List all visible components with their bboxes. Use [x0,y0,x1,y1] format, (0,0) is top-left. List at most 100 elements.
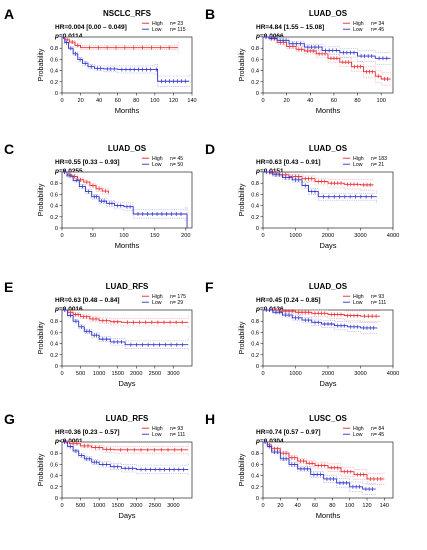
panel-d-ytick-label: 0.2 [251,215,259,221]
panel-e-ytick-label: 0.2 [50,353,58,359]
panel-g-plot-frame [61,441,193,499]
panel-a-ytick-label: 0.2 [50,80,58,86]
panel-f-xtick-label: 0 [261,371,264,377]
panel-c-title: LUAD_OS [108,144,147,153]
panel-d-ytick-label: 0.8 [251,181,259,187]
panel-g-xtick-label: 1000 [93,503,105,509]
panel-e-legend-n-high: n= 175 [170,294,186,300]
panel-h-ytick-label: 0 [256,496,259,502]
panel-c-xtick-label: 150 [150,233,159,239]
panel-c-xtick-label: 0 [60,233,63,239]
panel-h-xaxis-label: Months [316,511,341,520]
panel-f-xtick-label: 4000 [387,371,399,377]
panel-h-xtick-label: 0 [261,503,264,509]
panel-a-letter: A [4,6,14,22]
panel-b-xaxis-label: Months [316,106,341,115]
panel-f-ci-upper-low [263,309,378,323]
panel-b-title: LUAD_OS [309,9,348,18]
panel-d-letter: D [205,141,215,157]
panel-e-ytick-label: 0.8 [50,319,58,325]
panel-b-xtick-label: 20 [284,98,290,104]
panel-f-ytick-label: 0.4 [251,342,259,348]
panel-a-ytick-label: 0.8 [50,46,58,52]
panel-c-legend-n-high: n= 45 [170,156,183,162]
panel-b-ci-upper-high [263,36,391,74]
panel-d-legend-name-low: Low [353,162,363,168]
panel-b-hr-text: HR=4.84 [1.55 – 15.08] [256,24,324,31]
panel-h-hr-text: HR=0.74 [0.57 – 0.97] [256,429,321,436]
panel-h-ytick-label: 0.8 [251,451,259,457]
panel-c-legend-name-high: High [152,156,163,162]
panel-c-ci-lower-low [62,171,188,228]
panel-e-xaxis-label: Days [118,379,135,388]
panel-h-xtick-label: 60 [312,503,318,509]
panel-a-ci-lower-low [62,36,190,88]
panel-b-plot-frame [262,36,394,94]
panel-f-legend-n-low: n= 111 [371,300,386,306]
panel-h-xtick-label: 140 [380,503,389,509]
panel-b-yaxis-label: Probability [239,48,246,81]
panel-b-ytick-label: 0.4 [251,69,259,75]
panel-f-ytick-label: 0 [256,364,259,370]
panel-b-letter: B [205,6,215,22]
panel-c-ytick-label: 0.8 [50,181,58,187]
panel-a-plot-frame [61,36,193,94]
panel-b-xtick-label: 0 [261,98,264,104]
panel-f-p-value: p=0.0136 [255,306,284,313]
panel-h-yaxis-label: Probability [239,453,246,486]
panel-g-xtick-label: 0 [60,503,63,509]
panel-b-legend-name-high: High [353,21,364,27]
panel-a-ytick-label: 0 [55,91,58,97]
panel-b-ytick-label: 0.6 [251,57,259,63]
panel-b-legend-name-low: Low [353,27,363,33]
panel-c-legend-name-low: Low [152,162,162,168]
panel-c-yaxis-label: Probability [38,183,45,216]
panel-g-letter: G [4,411,15,427]
panel-e-xtick-label: 500 [76,371,85,377]
panel-h-xtick-label: 120 [362,503,371,509]
panel-g-xtick-label: 2500 [149,503,161,509]
panel-a-xaxis-label: Months [115,106,140,115]
panel-f-xtick-label: 3000 [354,371,366,377]
panel-e-letter: E [4,279,13,295]
panel-c-plot-frame [61,171,193,229]
panel-d-ytick-label: 0 [256,226,259,232]
panel-h-legend-n-high: n= 84 [371,426,384,432]
panel-e-plot-frame [61,309,193,367]
panel-f-ytick-label: 0.2 [251,353,259,359]
panel-g-legend-name-high: High [152,426,163,432]
panel-e-curve-low [62,309,189,346]
panel-h-ci-lower-high [263,441,385,486]
panel-b-xtick-label: 40 [307,98,313,104]
panel-f-curve-low [263,309,378,329]
panel-f-plot-frame [262,309,394,367]
panel-e-ci-upper-low [62,309,189,342]
panel-d-xtick-label: 1000 [289,233,301,239]
panel-b-ytick-label: 0.2 [251,80,259,86]
panel-g-hr-text: HR=0.36 [0.23 – 0.57] [55,429,120,436]
panel-g-ytick-label: 0.6 [50,462,58,468]
panel-h-p-value: p=0.0304 [255,438,284,445]
panel-c-p-value: p=0.0255 [54,168,83,175]
panel-a-xtick-label: 0 [60,98,63,104]
panel-c-curve-low [62,171,188,228]
panel-c-ytick-label: 0 [55,226,58,232]
panel-e-legend-name-low: Low [152,300,162,306]
panel-e-hr-text: HR=0.63 [0.48 – 0.84] [55,297,120,304]
panel-d-curve-low [263,171,377,198]
panel-g-legend-n-low: n= 111 [170,432,185,438]
panel-a-xtick-label: 140 [187,98,196,104]
panel-a-xtick-label: 40 [96,98,102,104]
panel-h-xtick-label: 80 [329,503,335,509]
panel-c-hr-text: HR=0.55 [0.33 – 0.93] [55,159,120,166]
panel-b-xtick-label: 100 [377,98,386,104]
panel-c-letter: C [4,141,14,157]
panel-g-xtick-label: 2000 [130,503,142,509]
panel-g-xtick-label: 3000 [167,503,179,509]
panel-d-ytick-label: 0.4 [251,204,259,210]
panel-c-xaxis-label: Months [115,241,140,250]
panel-e-xtick-label: 2000 [130,371,142,377]
panel-g-ytick-label: 0 [55,496,58,502]
panel-e-xtick-label: 2500 [149,371,161,377]
